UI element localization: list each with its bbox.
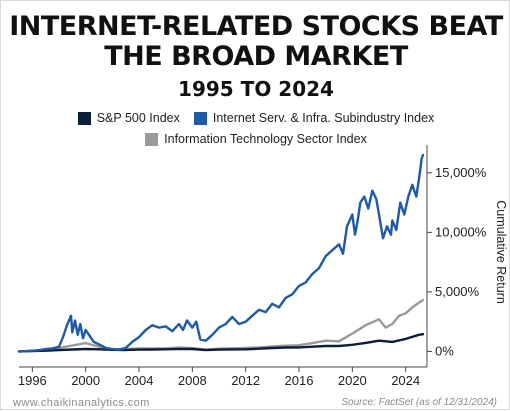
- legend-swatch-it-sector: [145, 132, 159, 146]
- legend-item-sp500: S&P 500 Index: [77, 111, 180, 125]
- chart-subtitle: 1995 TO 2024: [178, 77, 334, 101]
- legend-label-it-sector: Information Technology Sector Index: [164, 132, 367, 146]
- x-tick-label-2000: 2000: [71, 373, 100, 388]
- x-tick-label-2016: 2016: [285, 373, 314, 388]
- y-tick-label-3: 15,000%: [435, 165, 487, 180]
- legend-swatch-sp500: [77, 111, 91, 125]
- series-line-it-sector: [17, 299, 425, 353]
- footer-website: www.chaikinanalytics.com: [13, 397, 150, 409]
- legend-item-it-sector: Information Technology Sector Index: [145, 132, 367, 146]
- chart-title-line-2: THE BROAD MARKET: [104, 41, 408, 72]
- x-tick-label-1996: 1996: [18, 373, 47, 388]
- x-tick-label-2020: 2020: [338, 373, 367, 388]
- y-tick-label-2: 10,000%: [435, 224, 487, 239]
- legend-label-sp500: S&P 500 Index: [96, 111, 180, 125]
- y-axis-title: Cumulative Return: [494, 200, 508, 304]
- legend-label-internet: Internet Serv. & Infra. Subindustry Inde…: [212, 111, 435, 125]
- legend-row-2: Information Technology Sector Index: [1, 132, 510, 146]
- y-tick-label-0: 0%: [435, 343, 454, 358]
- x-tick-label-2024: 2024: [391, 373, 420, 388]
- chart-title-line-1: INTERNET-RELATED STOCKS BEAT: [9, 11, 503, 42]
- x-tick-label-2008: 2008: [178, 373, 207, 388]
- series-line-sp500: [17, 333, 425, 353]
- legend-item-internet: Internet Serv. & Infra. Subindustry Inde…: [193, 111, 435, 125]
- y-tick-label-1: 5,000%: [435, 284, 480, 299]
- footer-source: Source: FactSet (as of 12/31/2024): [341, 397, 497, 408]
- series-line-internet: [17, 153, 425, 353]
- legend-row-1: S&P 500 Index Internet Serv. & Infra. Su…: [1, 111, 510, 125]
- x-tick-label-2004: 2004: [125, 373, 154, 388]
- x-tick-label-2012: 2012: [231, 373, 260, 388]
- legend-swatch-internet: [193, 111, 207, 125]
